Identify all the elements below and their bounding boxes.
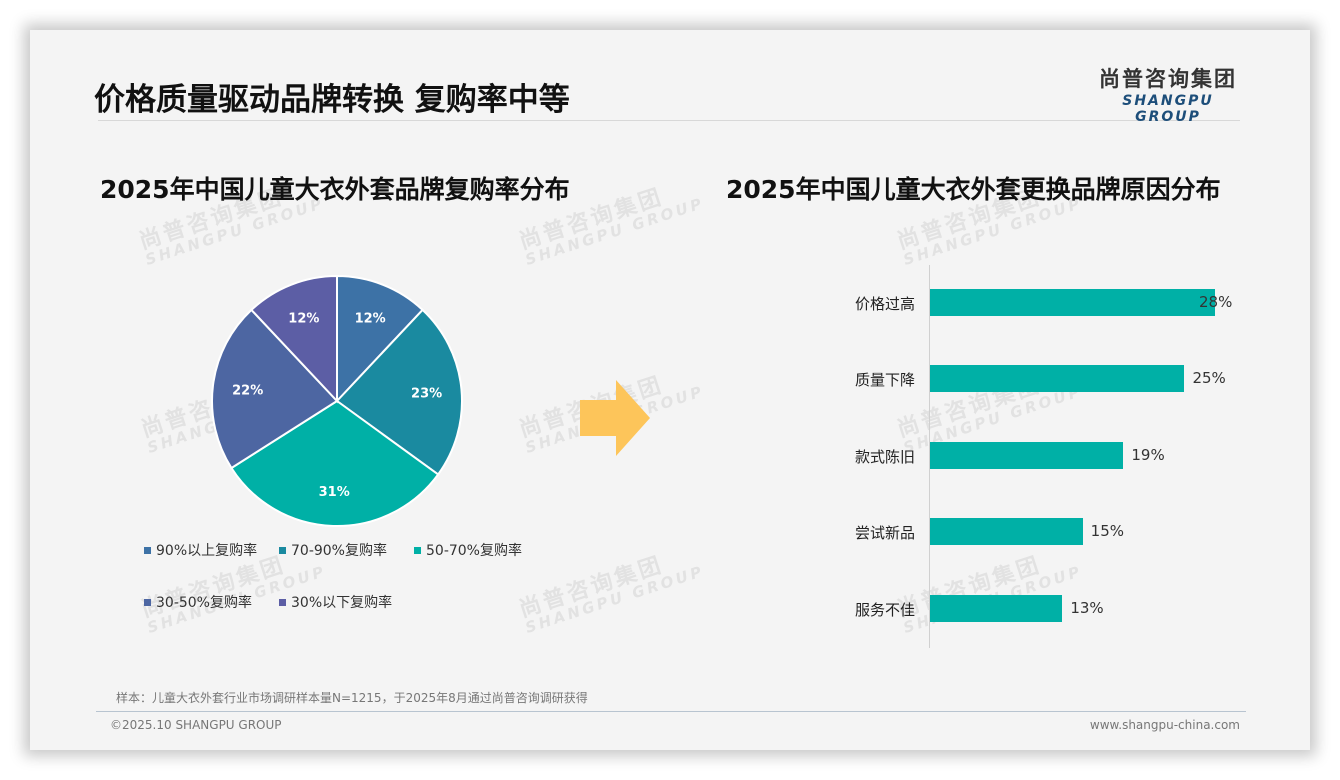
bar-value-label: 19% (1131, 446, 1165, 464)
legend-swatch (279, 598, 286, 606)
pie-slice (230, 399, 440, 527)
bar-value-label: 28% (1199, 293, 1233, 311)
bar (930, 442, 1124, 469)
pie-slice (250, 274, 338, 404)
footer-divider (96, 711, 1246, 712)
bar-category-label: 款式陈旧 (854, 448, 915, 466)
bar-chart-axis (929, 265, 930, 648)
legend-swatch (279, 546, 286, 554)
bar-row: 款式陈旧 19% (820, 442, 1260, 470)
title-divider (98, 120, 1240, 121)
bar-value-label: 15% (1090, 522, 1125, 540)
bar-row: 价格过高 28% (820, 289, 1260, 317)
pie-slice-label: 23% (411, 387, 442, 402)
source-note: 样本：儿童大衣外套行业市场调研样本量N=1215，于2025年8月通过尚普咨询调… (116, 691, 588, 705)
bar (930, 595, 1063, 622)
website-link[interactable]: www.shangpu-china.com (1089, 718, 1240, 732)
legend-item: 30-50%复购率 (144, 592, 252, 612)
bar-category-label: 价格过高 (854, 295, 915, 313)
slide: 尚普咨询集团 SHANGPU GROUP 尚普咨询集团 SHANGPU GROUP 尚普… (30, 30, 1310, 750)
bar-row: 质量下降 25% (820, 365, 1260, 393)
bar-chart: 价格过高 28% 质量下降 25% 款式陈旧 19% 尝试新品 15% 服务不佳 13% (820, 265, 1260, 650)
legend-item: 30%以下复购率 (279, 592, 392, 612)
pie-chart-title: 2025年中国儿童大衣外套品牌复购率分布 (100, 175, 570, 204)
pie-chart-svg: 12% 23% 31% 22% 12% (211, 274, 463, 527)
bar-row: 服务不佳 13% (820, 595, 1260, 623)
legend-swatch (414, 546, 421, 554)
bar-category-label: 质量下降 (854, 371, 915, 389)
legend-label: 50-70%复购率 (426, 543, 522, 559)
legend-swatch (144, 598, 151, 606)
copyright: ©2025.10 SHANGPU GROUP (110, 718, 282, 732)
pie-slice (211, 308, 339, 470)
bar-value-label: 25% (1192, 369, 1226, 387)
legend-swatch (144, 546, 151, 554)
logo-text-en: SHANGPU GROUP (1122, 93, 1214, 125)
pie-slice-label: 12% (288, 311, 319, 326)
logo-text-cn: 尚普咨询集团 (1099, 67, 1237, 91)
legend-label: 30%以下复购率 (291, 595, 393, 611)
bar-chart-title: 2025年中国儿童大衣外套更换品牌原因分布 (726, 175, 1221, 204)
company-logo: 尚普咨询集团 SHANGPU GROUP (1088, 63, 1248, 125)
legend-item: 50-70%复购率 (414, 540, 522, 560)
bar (930, 365, 1185, 392)
pie-slice-label: 12% (355, 311, 386, 326)
legend-label: 30-50%复购率 (156, 595, 252, 611)
bar-category-label: 尝试新品 (854, 524, 915, 542)
legend-item: 90%以上复购率 (144, 540, 257, 560)
bar (930, 518, 1083, 545)
pie-slice (335, 308, 463, 476)
pie-slice (336, 274, 424, 404)
bar-row: 尝试新品 15% (820, 518, 1260, 546)
legend-label: 70-90%复购率 (291, 543, 387, 559)
page-title: 价格质量驱动品牌转换 复购率中等 (94, 82, 570, 118)
bar (930, 289, 1215, 316)
pie-slice-label: 31% (319, 485, 350, 500)
pie-slice-label: 22% (232, 384, 263, 399)
bar-value-label: 13% (1070, 599, 1104, 617)
pie-chart: 12% 23% 31% 22% 12% (210, 274, 464, 528)
bar-category-label: 服务不佳 (854, 601, 915, 619)
legend-label: 90%以上复购率 (156, 543, 258, 559)
arrow-right-icon (580, 380, 650, 456)
legend-item: 70-90%复购率 (279, 540, 387, 560)
